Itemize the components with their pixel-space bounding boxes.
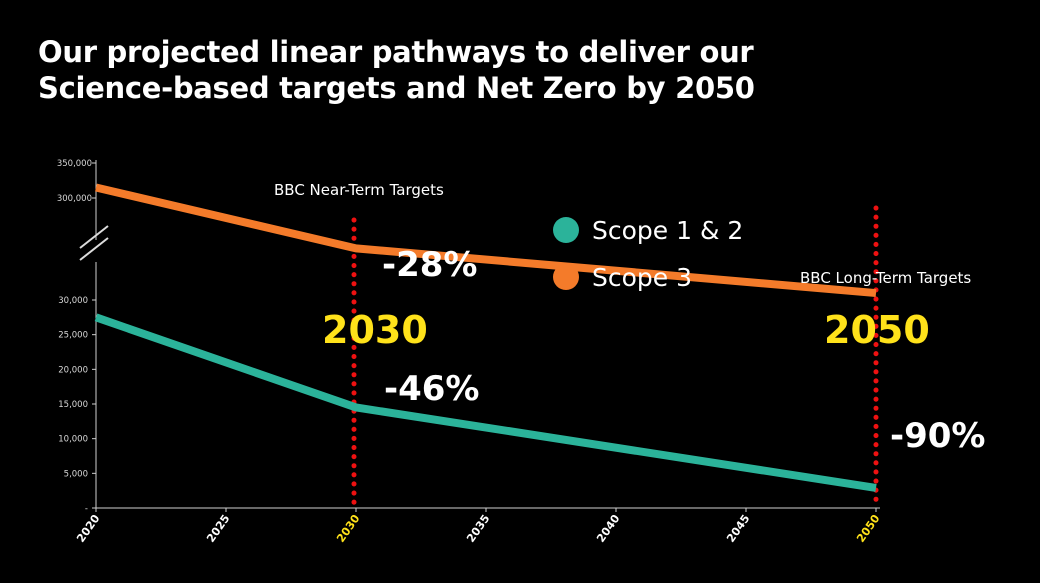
x-tick-2040: 2040 bbox=[594, 512, 622, 545]
x-tick-2025: 2025 bbox=[204, 512, 232, 545]
y-tick-10000: 10,000 bbox=[58, 435, 88, 445]
y-tick-15000: 15,000 bbox=[58, 400, 88, 410]
near-term-caption: BBC Near-Term Targets bbox=[274, 181, 444, 199]
y-tick-labels: - 5,000 10,000 15,000 20,000 25,000 30,000 300,… bbox=[57, 159, 96, 514]
long-term-caption: BBC Long-Term Targets bbox=[800, 269, 971, 287]
x-tick-2020: 2020 bbox=[74, 512, 102, 545]
legend-label-scope-3: Scope 3 bbox=[592, 263, 692, 292]
y-tick-30000: 30,000 bbox=[58, 296, 88, 306]
annotation-scope12-2030: -46% bbox=[384, 369, 480, 409]
y-tick-300000: 300,000 bbox=[57, 194, 92, 204]
x-tick-2030: 2030 bbox=[334, 512, 362, 545]
chart-title-line-1: Our projected linear pathways to deliver… bbox=[38, 35, 754, 69]
legend-label-scope-1-2: Scope 1 & 2 bbox=[592, 216, 743, 245]
axis-break-mark bbox=[79, 225, 109, 261]
year-label-2030: 2030 bbox=[322, 308, 428, 352]
chart-title-line-2: Science-based targets and Net Zero by 20… bbox=[38, 71, 755, 105]
x-tick-2035: 2035 bbox=[464, 512, 492, 545]
series-line-scope-3 bbox=[95, 183, 877, 298]
y-tick-20000: 20,000 bbox=[58, 365, 88, 375]
legend-marker-scope-1-2 bbox=[553, 217, 579, 243]
x-tick-2050: 2050 bbox=[854, 512, 882, 545]
legend: Scope 1 & 2 Scope 3 bbox=[553, 216, 743, 292]
x-tick-2045: 2045 bbox=[724, 512, 752, 545]
x-tick-labels: 2020 2025 2030 2035 2040 2045 2050 bbox=[74, 508, 883, 545]
y-tick-0: - bbox=[85, 504, 88, 514]
y-tick-5000: 5,000 bbox=[64, 469, 88, 479]
legend-marker-scope-3 bbox=[553, 264, 579, 290]
reference-lines bbox=[351, 205, 879, 511]
chart-title: Our projected linear pathways to deliver… bbox=[38, 34, 938, 106]
year-label-2050: 2050 bbox=[824, 308, 930, 352]
series-line-scope-1-2 bbox=[94, 313, 877, 492]
series-lines bbox=[94, 183, 877, 492]
annotation-scope3-2030: -28% bbox=[382, 245, 478, 285]
y-tick-25000: 25,000 bbox=[58, 331, 88, 341]
annotation-2050: -90% bbox=[890, 416, 986, 456]
y-tick-350000: 350,000 bbox=[57, 159, 92, 169]
